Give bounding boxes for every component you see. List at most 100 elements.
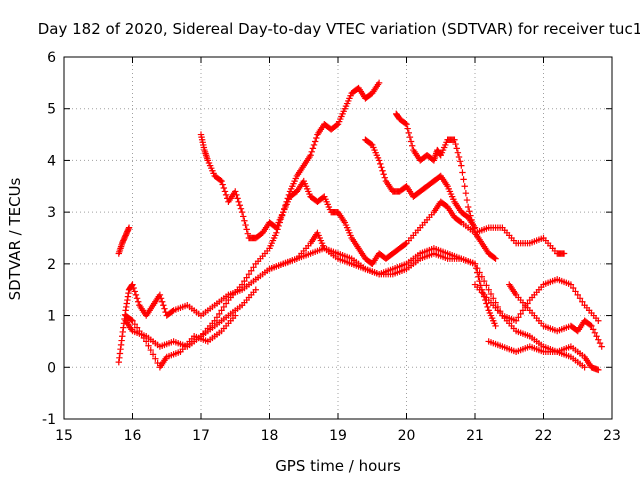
data-point [476,277,483,285]
data-point [453,145,460,152]
series-track-9 [266,229,499,330]
data-point [377,160,384,168]
data-point [236,202,244,209]
data-point [243,274,250,281]
data-point [282,202,289,209]
data-point [463,196,471,204]
x-axis-label: GPS time / hours [275,457,401,475]
data-point [483,282,490,289]
data-point [474,269,481,276]
data-point [589,326,597,333]
data-point [490,295,497,302]
y-axis-label: SDTVAR / TECUs [6,177,24,300]
data-point [240,213,247,220]
data-point [459,169,466,176]
data-point [133,324,141,331]
data-point [454,149,462,156]
data-point [402,240,409,248]
data-point [456,158,464,165]
series-track-13 [471,281,588,371]
data-point [283,198,290,205]
series-track-8 [393,110,499,262]
data-point [232,312,239,319]
data-point [218,177,225,185]
data-point [131,288,138,295]
series-track-3 [122,286,259,350]
data-point [278,212,286,219]
data-point [284,195,291,202]
data-point [276,219,283,226]
data-point [244,230,252,237]
data-point [461,183,468,190]
series-track-10 [369,198,568,268]
data-point [404,125,411,132]
x-tick-label: 15 [55,428,73,444]
data-point [135,298,142,305]
data-point [475,273,482,280]
series-track-5 [197,131,376,268]
data-point [211,317,218,324]
data-point [593,333,600,340]
data-point [222,300,230,307]
data-point [456,218,464,225]
data-point [574,291,581,299]
data-point [220,184,228,192]
data-point [275,222,282,230]
x-tick-label: 20 [398,428,416,444]
data-point [145,342,152,349]
data-point [238,281,246,288]
data-point [311,138,319,145]
data-point [579,298,586,305]
data-point [484,303,491,311]
data-point [149,351,157,358]
x-tick-label: 18 [261,428,279,444]
data-point [274,226,281,233]
data-point [169,308,176,315]
y-tick-label: 4 [47,153,56,169]
y-tick-label: 0 [47,360,56,376]
data-point [472,264,480,272]
data-point [130,284,137,292]
data-point [402,120,409,127]
data-point [560,250,568,257]
chart-title: Day 182 of 2020, Sidereal Day-to-day VTE… [38,20,640,38]
y-tick-label: 3 [47,205,56,221]
data-point [333,121,341,129]
data-point [136,327,143,335]
data-point [154,359,161,367]
data-point [467,212,474,219]
data-point [233,191,240,199]
data-points [115,79,605,374]
data-point [517,310,524,318]
data-point [405,129,412,137]
data-point [595,317,602,324]
data-point [409,142,416,149]
series-track-1 [115,224,133,257]
y-tick-label: 5 [47,102,56,118]
data-point [379,167,386,174]
data-point [452,140,459,148]
y-tick-label: 2 [47,257,56,273]
data-point [471,260,479,268]
data-point [235,198,242,205]
data-point [252,286,259,293]
data-point [218,307,225,314]
series-track-11 [485,338,602,374]
data-point [512,317,520,324]
data-point [273,229,280,237]
data-point [483,300,490,307]
data-point [237,205,245,212]
x-tick-label: 17 [192,428,210,444]
data-point [248,267,255,274]
data-point [161,305,168,312]
data-point [587,321,594,329]
data-point [308,148,315,156]
data-point [381,174,389,181]
data-point [285,191,293,199]
x-tick-label: 16 [124,428,142,444]
data-point [460,176,467,183]
data-point [451,136,458,143]
y-tick-label: -1 [42,412,56,428]
